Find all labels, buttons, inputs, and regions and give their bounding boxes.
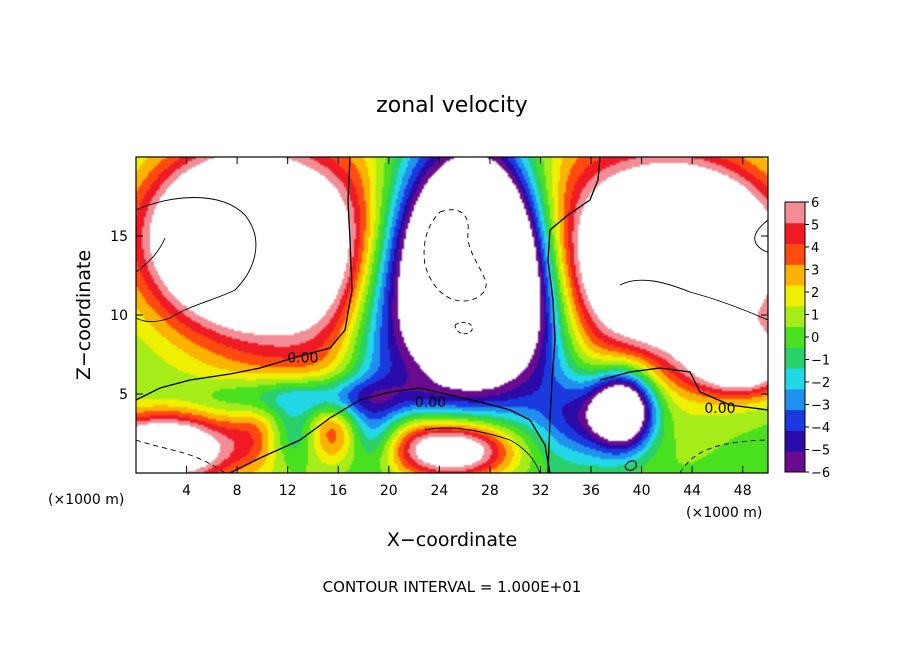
- contour-upper-left: [136, 197, 257, 323]
- colorbar-label: 2: [811, 286, 819, 301]
- contour-lower-center: [424, 427, 541, 473]
- colorbar-swatch: [785, 347, 805, 369]
- zero-contour-left: [136, 157, 353, 401]
- x-tick-label: 32: [532, 483, 550, 499]
- colorbar-label: 3: [811, 264, 819, 279]
- x-tick-label: 48: [734, 483, 752, 499]
- colorbar-label: 1: [811, 309, 819, 324]
- dashed-contour-small: [454, 321, 473, 335]
- zero-contour-right: [599, 367, 768, 411]
- colorbar-label: 4: [811, 241, 819, 256]
- x-tick-label: 36: [582, 483, 600, 499]
- colorbar-label: −2: [811, 376, 830, 391]
- zero-contour-lower: [229, 387, 551, 473]
- x-tick-label: 12: [279, 483, 297, 499]
- x-tick-label: 24: [430, 483, 448, 499]
- colorbar-swatch: [785, 388, 805, 411]
- y-unit-label: (×1000 m): [48, 492, 124, 508]
- contour-lower-left: [136, 439, 226, 473]
- contour-value-label: 0.00: [415, 395, 446, 411]
- contour-small-loop: [624, 460, 637, 471]
- colorbar-swatch: [785, 285, 805, 307]
- x-unit-label: (×1000 m): [686, 505, 762, 521]
- colorbar-label: −4: [811, 421, 830, 436]
- y-axis-title: Z−coordinate: [73, 250, 95, 380]
- colorbar-label: 0: [811, 331, 819, 346]
- contour-value-label: 0.00: [287, 351, 318, 367]
- x-tick-label: 44: [683, 483, 701, 499]
- colorbar-swatch: [785, 243, 805, 265]
- contour-lines: [136, 157, 768, 473]
- colorbar-swatch: [785, 305, 805, 328]
- x-axis-ticks: 4 8 12 16 20 24 28 32 36 40 44 48: [182, 157, 752, 499]
- colorbar-swatch: [785, 451, 805, 473]
- velocity-shading: [136, 157, 768, 473]
- colorbar-swatch: [785, 202, 805, 224]
- y-tick-label: 5: [119, 387, 128, 403]
- colorbar-swatch: [785, 368, 805, 390]
- contour-right-side: [754, 219, 768, 253]
- y-tick-label: 10: [110, 308, 128, 324]
- colorbar-label: −6: [811, 466, 830, 481]
- colorbar-swatch: [785, 409, 805, 431]
- x-tick-label: 40: [633, 483, 651, 499]
- contour-interval-note: CONTOUR INTERVAL = 1.000E+01: [323, 578, 582, 596]
- colorbar-swatch: [785, 430, 805, 452]
- dashed-contour-center: [423, 209, 487, 302]
- contour-labels: 0.00 0.00 0.00: [287, 351, 735, 418]
- colorbar-label: −1: [811, 354, 830, 369]
- x-axis-title: X−coordinate: [387, 529, 517, 551]
- zero-contour-center: [547, 157, 601, 473]
- chart-title: zonal velocity: [376, 93, 528, 118]
- colorbar-label: 5: [811, 219, 819, 234]
- contour-right-upper: [619, 279, 768, 321]
- colorbar-swatch: [785, 264, 805, 286]
- y-axis-ticks: 5 10 15: [110, 229, 768, 403]
- colorbar-label: −5: [811, 444, 830, 459]
- colorbar-swatch: [785, 326, 805, 348]
- colorbar-swatch: [785, 222, 805, 245]
- colorbar: 6 5 4 3 2 1 0 −1 −2 −3 −4 −5 −6: [784, 196, 830, 481]
- x-tick-label: 4: [182, 483, 191, 499]
- contour-upper-left-inner: [136, 237, 166, 273]
- contour-value-label: 0.00: [704, 401, 735, 417]
- velocity-field: [136, 157, 768, 473]
- contour-lower-right: [679, 439, 768, 473]
- x-tick-label: 20: [380, 483, 398, 499]
- x-tick-label: 28: [481, 483, 499, 499]
- colorbar-label: −3: [811, 399, 830, 414]
- colorbar-label: 6: [811, 196, 819, 211]
- x-tick-label: 8: [233, 483, 242, 499]
- y-tick-label: 15: [110, 229, 128, 245]
- x-tick-label: 16: [329, 483, 347, 499]
